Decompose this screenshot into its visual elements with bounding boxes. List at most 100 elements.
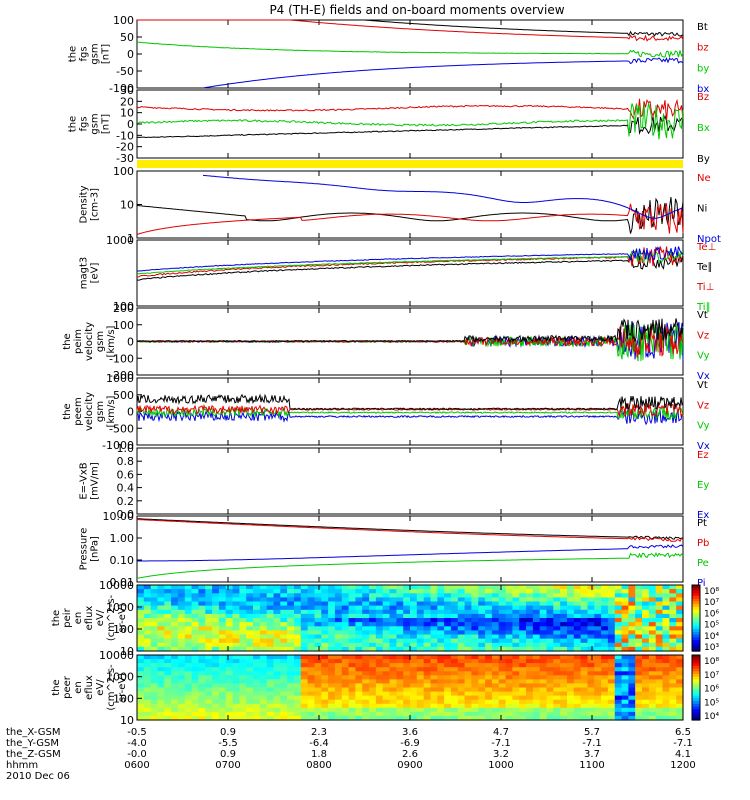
heatmap-cell xyxy=(253,630,261,636)
heatmap-cell xyxy=(294,667,302,672)
heatmap-cell xyxy=(328,589,336,594)
heatmap-cell xyxy=(300,585,309,590)
heatmap-cell xyxy=(642,634,650,640)
heatmap-cell xyxy=(642,630,650,636)
heatmap-cell xyxy=(471,687,479,693)
heatmap-cell xyxy=(648,691,657,697)
heatmap-cell xyxy=(648,679,657,685)
heatmap-cell xyxy=(218,638,227,644)
heatmap-cell xyxy=(628,687,636,693)
heatmap-cell xyxy=(143,659,152,664)
heatmap-cell xyxy=(184,589,193,594)
heatmap-cell xyxy=(635,691,643,697)
heatmap-cell xyxy=(375,659,384,664)
heatmap-cell xyxy=(225,691,234,697)
heatmap-cell xyxy=(266,613,275,619)
heatmap-cell xyxy=(273,663,281,668)
heatmap-cell xyxy=(580,715,588,721)
heatmap-cell xyxy=(587,671,595,676)
heatmap-cell xyxy=(464,593,472,598)
heatmap-cell xyxy=(287,659,295,664)
heatmap-cell xyxy=(635,683,643,689)
heatmap-cell xyxy=(287,687,295,693)
series-vx xyxy=(136,408,684,426)
heatmap-cell xyxy=(648,711,657,717)
heatmap-cell xyxy=(635,622,643,627)
heatmap-cell xyxy=(567,622,575,627)
heatmap-cell xyxy=(191,691,199,697)
heatmap-cell xyxy=(505,691,513,697)
heatmap-cell xyxy=(355,655,363,660)
heatmap-cell xyxy=(491,609,500,615)
heatmap-cell xyxy=(450,638,459,644)
heatmap-cell xyxy=(560,589,568,594)
heatmap-cell xyxy=(478,646,486,652)
series-by xyxy=(136,41,684,59)
heatmap-cell xyxy=(273,618,281,623)
heatmap-cell xyxy=(334,605,343,611)
heatmap-cell xyxy=(498,593,507,598)
density-legend-1: Ni xyxy=(697,204,707,215)
density-ylabel-line: Density xyxy=(79,185,90,223)
heatmap-cell xyxy=(614,655,623,660)
pressure-legend-1: Pb xyxy=(697,538,709,549)
heatmap-cell xyxy=(341,642,350,648)
heatmap-cell xyxy=(519,687,527,693)
heatmap-cell xyxy=(567,715,575,721)
heatmap-cell xyxy=(614,589,623,594)
heatmap-cell xyxy=(314,675,322,680)
heatmap-cell xyxy=(307,691,315,697)
heatmap-cell xyxy=(553,683,561,689)
heatmap-cell xyxy=(239,642,247,648)
peem-velocity-legend-1: Vz xyxy=(697,400,709,411)
heatmap-cell xyxy=(157,630,165,636)
heatmap-cell xyxy=(573,711,582,717)
heatmap-cell xyxy=(164,593,172,598)
heatmap-cell xyxy=(164,655,172,660)
heatmap-cell xyxy=(669,597,677,603)
heatmap-cell xyxy=(607,699,616,705)
heatmap-cell xyxy=(177,642,186,648)
heatmap-cell xyxy=(143,613,152,619)
x-axis-value: 3.6 xyxy=(402,727,418,738)
heatmap-cell xyxy=(614,605,623,611)
heatmap-cell xyxy=(259,663,268,668)
heatmap-cell xyxy=(457,634,466,640)
heatmap-cell xyxy=(355,593,363,598)
heatmap-cell xyxy=(642,711,650,717)
heatmap-cell xyxy=(560,605,568,611)
heatmap-cell xyxy=(635,601,643,607)
heatmap-cell xyxy=(410,642,418,648)
heatmap-cell xyxy=(348,655,356,660)
heatmap-cell xyxy=(512,585,520,590)
colorbar-swatch xyxy=(692,663,700,667)
heatmap-cell xyxy=(382,589,391,594)
heatmap-cell xyxy=(171,671,179,676)
heatmap-cell xyxy=(287,695,295,701)
heatmap-cell xyxy=(444,634,452,640)
heatmap-cell xyxy=(375,699,384,705)
heatmap-cell xyxy=(314,703,322,709)
heatmap-cell xyxy=(280,715,288,721)
heatmap-cell xyxy=(601,691,609,697)
heatmap-cell xyxy=(403,646,411,652)
colorbar-swatch xyxy=(692,604,700,608)
colorbar-swatch xyxy=(692,692,700,697)
heatmap-cell xyxy=(655,695,664,701)
heatmap-cell xyxy=(287,675,295,680)
heatmap-cell xyxy=(587,691,595,697)
heatmap-cell xyxy=(253,634,261,640)
heatmap-cell xyxy=(532,663,541,668)
heatmap-cell xyxy=(375,609,384,615)
heatmap-cell xyxy=(287,711,295,717)
panel-peir-spectrogram-tick-label: 100 xyxy=(113,623,134,636)
heatmap-cell xyxy=(294,711,302,717)
heatmap-cell xyxy=(655,589,664,594)
heatmap-cell xyxy=(491,663,500,668)
panel-peir-spectrogram-cells xyxy=(137,585,684,652)
heatmap-cell xyxy=(485,671,493,676)
heatmap-cell xyxy=(348,683,356,689)
density-legend-0: Ne xyxy=(697,173,711,184)
heatmap-cell xyxy=(184,667,193,672)
heatmap-cell xyxy=(164,707,172,713)
